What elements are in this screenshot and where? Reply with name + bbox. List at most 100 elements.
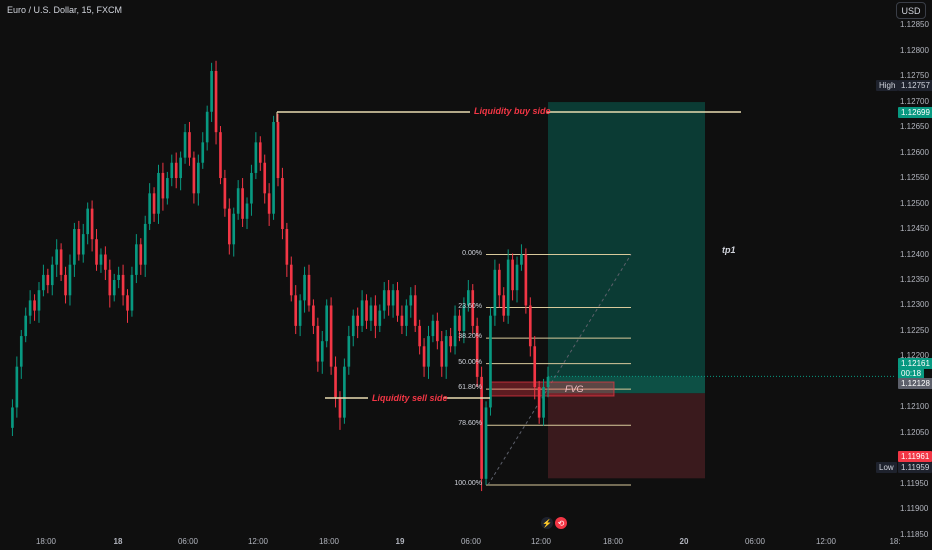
candle-body — [263, 162, 267, 194]
candle-body — [64, 274, 67, 296]
x-tick-label: 12:00 — [815, 537, 837, 546]
candle-body — [152, 193, 156, 214]
high-tag-label: High — [876, 80, 899, 91]
candle-body — [338, 397, 342, 418]
candle-body — [489, 315, 492, 408]
candle-body — [378, 310, 382, 326]
candle-body — [502, 295, 506, 316]
candle-body — [197, 162, 200, 194]
candle-body — [121, 274, 125, 296]
fib-level-label: 23.60% — [458, 302, 482, 310]
y-tick-label: 1.12850 — [900, 20, 929, 30]
x-tick-label: 18: — [889, 537, 901, 546]
candle-body — [382, 290, 386, 311]
candle-body — [520, 254, 523, 265]
candle-body — [307, 274, 311, 306]
candle-body — [462, 305, 466, 331]
candle-body — [59, 249, 63, 275]
candle-body — [418, 325, 421, 347]
candle-body — [524, 254, 528, 306]
candle-body — [347, 336, 351, 367]
candle-body — [453, 315, 457, 347]
y-tick-label: 1.12350 — [900, 275, 929, 284]
candle-body — [77, 229, 81, 255]
candle-body — [179, 157, 182, 179]
fvg-label: FVG — [565, 384, 584, 394]
candle-body — [316, 325, 320, 362]
candle-body — [467, 290, 470, 306]
candle-body — [387, 290, 390, 306]
candle-body — [542, 387, 545, 418]
y-tick-label: 1.12800 — [900, 45, 929, 55]
candle-body — [227, 208, 231, 245]
candle-body — [537, 387, 541, 418]
candle-body — [90, 208, 94, 240]
candle-body — [515, 264, 519, 291]
candle-body — [170, 162, 174, 179]
entry-price-tag: 1.12128 — [898, 378, 932, 389]
candle-body — [112, 280, 116, 296]
target-zone — [548, 102, 705, 394]
candle-body — [15, 366, 19, 408]
candle-body — [148, 193, 151, 224]
y-tick-label: 1.12600 — [900, 147, 929, 157]
candle-body — [281, 178, 284, 230]
y-tick-label: 1.12400 — [900, 249, 929, 259]
candle-body — [267, 193, 271, 214]
currency-button[interactable]: USD — [896, 2, 926, 19]
replay-icon[interactable]: ⟲ — [555, 517, 567, 529]
candle-body — [493, 269, 497, 316]
candle-body — [73, 229, 76, 265]
x-tick-label: 06:00 — [460, 537, 482, 546]
candle-body — [50, 264, 54, 286]
candle-body — [312, 305, 315, 326]
y-tick-label: 1.11850 — [900, 529, 929, 539]
candle-body — [245, 203, 249, 219]
candle-body — [369, 305, 373, 321]
candle-body — [365, 300, 368, 321]
candle-body — [210, 70, 213, 112]
candle-body — [143, 223, 147, 265]
fvg-box — [489, 381, 615, 397]
candle-body — [396, 290, 399, 316]
y-tick-label: 1.12750 — [900, 71, 929, 81]
symbol-title: Euro / U.S. Dollar, 15, FXCM — [7, 5, 123, 15]
candle-body — [343, 366, 346, 418]
candle-body — [219, 132, 222, 179]
candle-body — [166, 178, 169, 199]
candle-body — [81, 234, 85, 255]
candle-body — [276, 121, 280, 179]
candle-body — [400, 315, 404, 326]
candle-body — [130, 274, 134, 311]
candle-body — [205, 111, 209, 143]
candle-body — [506, 259, 510, 316]
candle-body — [334, 366, 337, 398]
stop-price-tag: 1.11961 — [898, 451, 932, 462]
candle-body — [329, 305, 333, 367]
candle-body — [360, 300, 364, 326]
x-tick-label: 06:00 — [744, 537, 766, 546]
bottom-toolbar: ⚡ ⟲ — [541, 517, 567, 529]
candle-body — [183, 132, 187, 158]
candle-body — [250, 172, 253, 204]
candle-body — [484, 407, 488, 479]
candle-body — [104, 254, 107, 270]
candle-body — [444, 336, 448, 367]
y-tick-label: 1.12650 — [900, 122, 929, 132]
x-tick-label: 18:00 — [35, 537, 57, 546]
stop-zone — [548, 393, 705, 479]
y-tick-label: 1.12500 — [900, 198, 929, 208]
target-price-tag: 1.12699 — [898, 107, 932, 118]
candle-body — [28, 300, 32, 316]
x-tick-label: 20 — [679, 537, 689, 546]
candle-body — [528, 305, 532, 347]
x-tick-label: 19 — [395, 537, 405, 546]
candle-body — [214, 70, 218, 133]
candle-body — [272, 121, 275, 214]
y-tick-label: 1.12100 — [900, 402, 929, 412]
tp1-label: tp1 — [722, 245, 736, 255]
candle-body — [413, 295, 417, 326]
lightning-icon[interactable]: ⚡ — [541, 517, 553, 529]
candle-body — [440, 341, 444, 367]
